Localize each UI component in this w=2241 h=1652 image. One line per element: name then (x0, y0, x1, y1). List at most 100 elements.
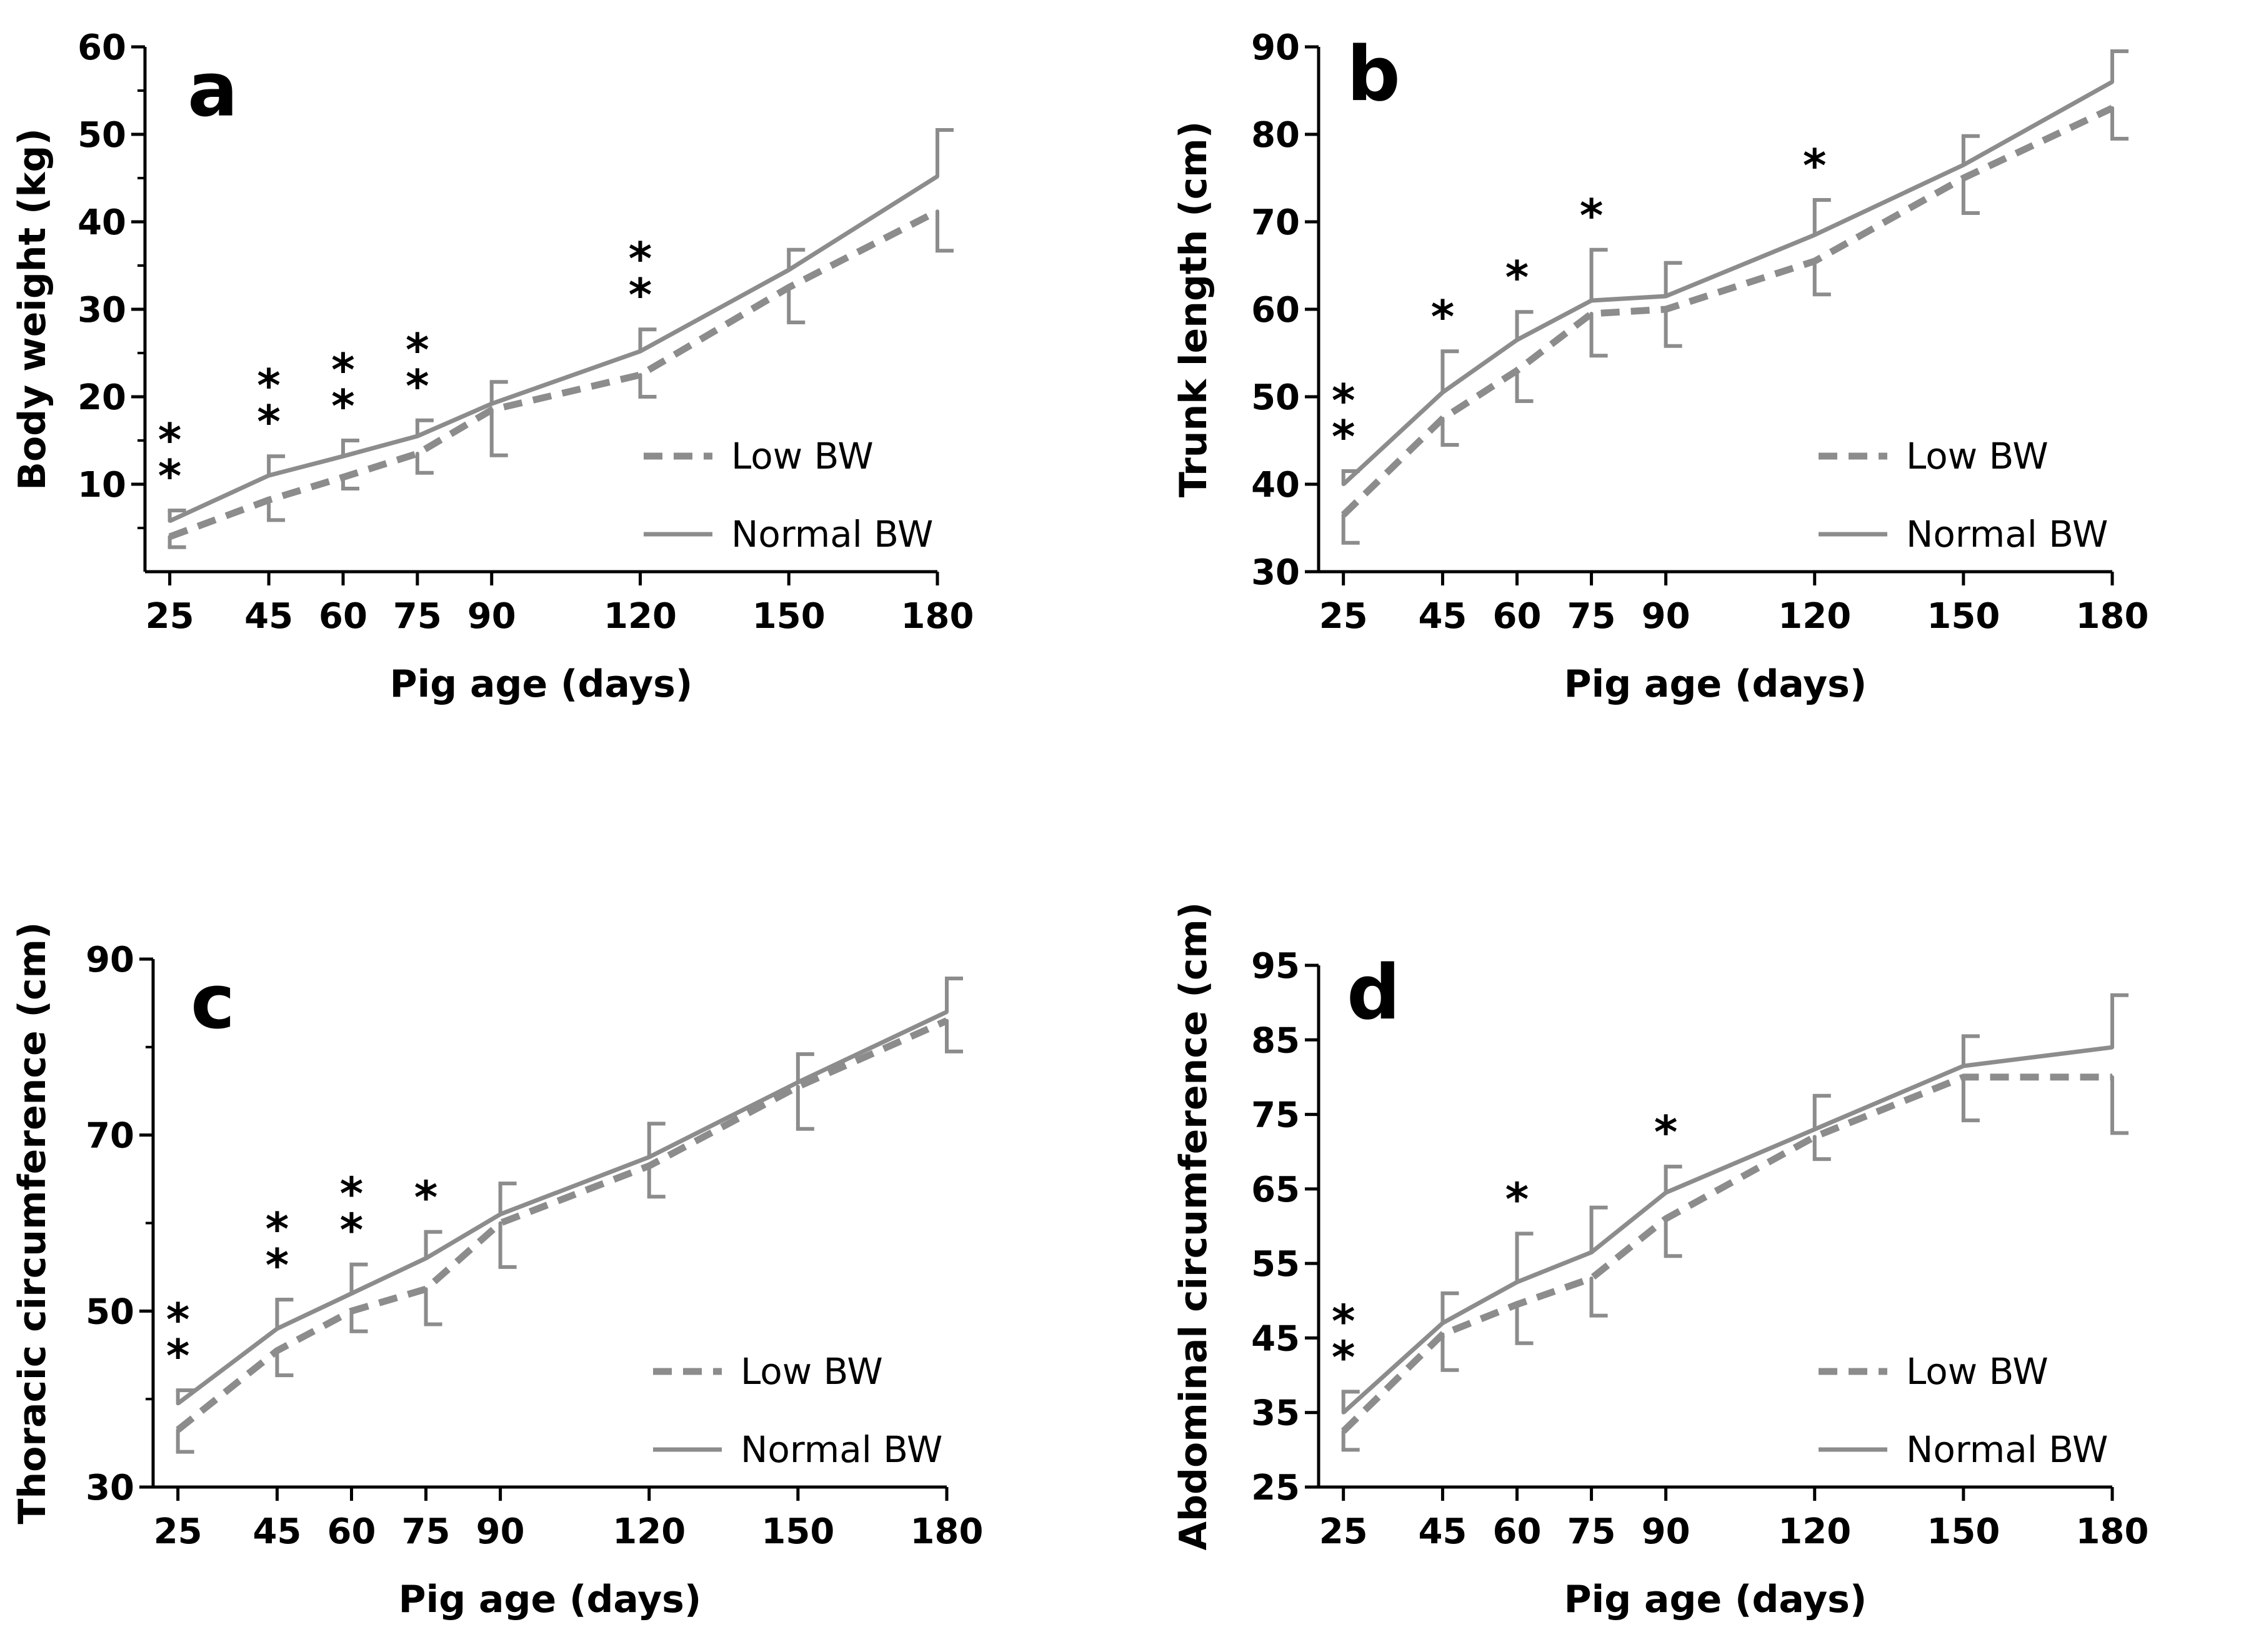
significance-star: * (406, 324, 429, 376)
data-point (638, 349, 642, 354)
data-point (1664, 307, 1668, 311)
legend-label: Low BW (1906, 1350, 2049, 1393)
x-tick-label: 180 (901, 596, 974, 637)
significance-star: * (1654, 1106, 1678, 1158)
x-tick-label: 75 (1567, 596, 1616, 637)
significance-star: * (340, 1168, 364, 1220)
data-point (2110, 1075, 2114, 1079)
significance-marker: ** (1332, 374, 1355, 463)
data-point (167, 519, 172, 523)
series-low-bw (176, 1017, 963, 1454)
significance-marker: ** (166, 1293, 190, 1382)
data-point (1961, 176, 1965, 180)
significance-marker: * (1505, 1173, 1529, 1225)
y-tick-label: 90 (86, 940, 134, 980)
y-tick-label: 65 (1251, 1170, 1300, 1210)
y-tick-label: 10 (77, 465, 126, 505)
x-tick-label: 120 (1778, 1511, 1851, 1552)
y-tick-label: 90 (1251, 27, 1300, 68)
y-axis-title: Trunk length (cm) (1172, 121, 1215, 497)
significance-marker: * (414, 1172, 438, 1224)
significance-star: * (257, 359, 281, 412)
series-line (176, 1017, 949, 1433)
series-line (168, 208, 939, 540)
significance-star: * (331, 380, 355, 432)
data-point (424, 1287, 428, 1291)
x-tick-label: 75 (393, 596, 442, 637)
significance-star: * (158, 414, 182, 466)
x-tick-label: 120 (612, 1511, 686, 1552)
significance-star: * (340, 1204, 364, 1256)
legend-label: Normal BW (1906, 1428, 2108, 1471)
y-tick-label: 50 (1251, 377, 1300, 418)
series-normal-bw (176, 976, 963, 1406)
data-point (176, 1401, 180, 1406)
data-point (489, 402, 494, 406)
significance-star: * (1332, 374, 1355, 427)
y-tick-label: 80 (1251, 115, 1300, 156)
data-point (1589, 1250, 1594, 1255)
data-point (1589, 1276, 1594, 1280)
y-tick-label: 40 (77, 202, 126, 243)
legend-label: Low BW (1906, 435, 2049, 477)
legend: Low BW Normal BW (1819, 1350, 2108, 1471)
x-tick-label: 45 (244, 596, 293, 637)
significance-star: * (1505, 1173, 1529, 1225)
data-point (167, 535, 172, 539)
significance-marker: * (1431, 291, 1455, 343)
x-tick-label: 180 (911, 1511, 984, 1552)
panel-letter: d (1347, 950, 1400, 1037)
series-line (1340, 105, 2114, 517)
significance-marker: ** (629, 232, 652, 321)
x-tick-label: 60 (319, 596, 367, 637)
data-point (638, 373, 642, 377)
x-tick-label: 120 (1778, 596, 1851, 637)
significance-star: * (158, 450, 182, 502)
panel-a: 10 20 30 40 50 60 25 45 60 75 90 120 150 180 Pig age (… (11, 27, 974, 706)
y-tick-label: 55 (1251, 1244, 1300, 1285)
x-tick-label: 150 (761, 1511, 834, 1552)
x-tick-label: 60 (1493, 596, 1542, 637)
data-point (1341, 1410, 1345, 1415)
x-axis-title: Pig age (days) (1564, 1578, 1867, 1621)
panel-letter: b (1347, 31, 1400, 118)
series-line (1342, 79, 2114, 486)
series-line (1342, 1045, 2113, 1415)
x-tick-label: 90 (467, 596, 516, 637)
x-tick-label: 25 (146, 596, 194, 637)
y-tick-label: 45 (1251, 1318, 1300, 1359)
y-axis-title: Thoracic circumference (cm) (11, 922, 54, 1525)
data-point (945, 1010, 949, 1014)
data-point (1341, 482, 1345, 486)
y-tick-label: 25 (1251, 1468, 1300, 1508)
data-point (267, 474, 271, 477)
x-tick-label: 180 (2076, 596, 2149, 637)
x-tick-label: 25 (1319, 596, 1368, 637)
significance-star: * (1803, 139, 1827, 192)
panel-d: 25 35 45 55 65 75 85 95 25 45 60 75 90 120 150 180 Pig a… (1172, 902, 2149, 1621)
x-tick-label: 90 (1642, 596, 1690, 637)
series-normal-bw (167, 128, 954, 523)
legend: Low BW Normal BW (653, 1350, 942, 1471)
data-point (796, 1085, 800, 1089)
y-tick-label: 50 (86, 1291, 134, 1332)
legend-label: Low BW (741, 1350, 883, 1393)
significance-marker: * (1803, 139, 1827, 192)
x-axis-title: Pig age (days) (390, 662, 693, 706)
y-tick-label: 70 (1251, 202, 1300, 243)
data-point (424, 1256, 428, 1260)
data-point (341, 454, 345, 459)
data-point (1440, 391, 1445, 394)
x-tick-label: 90 (1642, 1511, 1690, 1552)
significance-marker: * (1505, 251, 1529, 304)
significance-star: * (166, 1330, 190, 1382)
panel-letter: c (191, 959, 235, 1046)
legend-label: Normal BW (731, 513, 933, 555)
series-line (176, 1010, 948, 1406)
data-point (1961, 1064, 1965, 1068)
y-tick-label: 85 (1251, 1020, 1300, 1061)
data-point (1812, 1135, 1817, 1139)
legend-label: Normal BW (1906, 513, 2108, 555)
series-line (1340, 1073, 2112, 1434)
data-point (647, 1163, 651, 1168)
